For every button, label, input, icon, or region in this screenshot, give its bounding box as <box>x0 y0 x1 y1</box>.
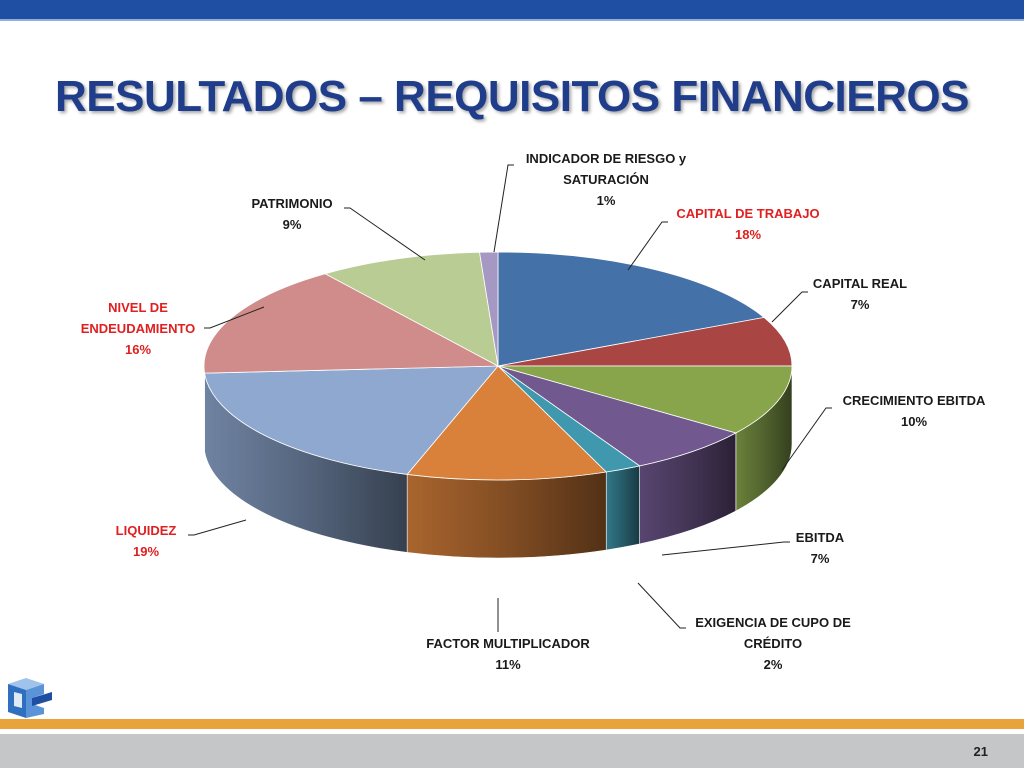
leader-line-crecimiento-ebitda <box>781 407 832 471</box>
pie-side-exigencia-de-cupo-de-credito <box>605 465 640 551</box>
pie-slice-nivel-de-endeudamiento <box>203 273 500 374</box>
pie-slice-ebitda <box>497 365 737 467</box>
pie-top <box>203 251 793 481</box>
page-number: 21 <box>973 744 988 759</box>
leader-line-nivel-de-endeudamiento <box>204 306 265 329</box>
pie-side-factor-multiplicador <box>406 471 607 559</box>
pie-labels: CAPITAL DE TRABAJO 18% CAPITAL REAL 7% CRECI… <box>81 151 986 672</box>
data-label-pct-nivel-de-endeudamiento: 16% <box>125 342 151 357</box>
leader-line-capital-real <box>771 291 808 323</box>
pie-side-walls <box>203 365 793 559</box>
data-label-pct-factor-multiplicador: 11% <box>495 657 521 672</box>
footer-gray-band <box>0 734 1024 768</box>
data-label-patrimonio: PATRIMONIO <box>251 196 332 211</box>
data-label-ebitda: EBITDA <box>796 530 845 545</box>
pie-slice-indicador-de-riesgo-y-saturacion <box>479 251 499 367</box>
pie-slice-capital-real <box>497 317 793 367</box>
data-label-factor-multiplicador: FACTOR MULTIPLICADOR <box>426 636 590 651</box>
leader-line-indicador-de-riesgo-y-saturacion <box>493 164 514 253</box>
data-label-pct-capital-real: 7% <box>851 297 870 312</box>
slide-title: RESULTADOS – REQUISITOS FINANCIEROS <box>55 72 969 121</box>
header-bar <box>0 0 1024 19</box>
data-label-indicador-de-riesgo-y-saturacion: SATURACIÓN <box>563 172 649 187</box>
pie-slice-patrimonio <box>324 251 499 367</box>
data-label-indicador-de-riesgo-y-saturacion: INDICADOR DE RIESGO y <box>526 151 687 166</box>
data-label-capital-real: CAPITAL REAL <box>813 276 907 291</box>
data-label-exigencia-de-cupo-de-credito: CRÉDITO <box>744 636 802 651</box>
pie-slice-crecimiento-ebitda <box>497 365 793 434</box>
pie-side-nivel-de-endeudamiento <box>203 365 205 452</box>
leader-line-patrimonio <box>344 207 426 261</box>
data-label-pct-exigencia-de-cupo-de-credito: 2% <box>764 657 783 672</box>
data-label-nivel-de-endeudamiento: NIVEL DE <box>108 300 168 315</box>
data-label-liquidez: LIQUIDEZ <box>116 523 177 538</box>
pie-slice-factor-multiplicador <box>406 365 608 481</box>
leader-line-exigencia-de-cupo-de-credito <box>637 582 686 629</box>
pie-slice-capital-de-trabajo <box>497 251 765 367</box>
header-bar-line <box>0 19 1024 21</box>
data-label-pct-crecimiento-ebitda: 10% <box>901 414 927 429</box>
data-label-pct-patrimonio: 9% <box>283 217 302 232</box>
pie-slice-liquidez <box>204 365 499 475</box>
data-label-crecimiento-ebitda: CRECIMIENTO EBITDA <box>843 393 986 408</box>
data-label-capital-de-trabajo: CAPITAL DE TRABAJO <box>676 206 819 221</box>
data-label-nivel-de-endeudamiento: ENDEUDAMIENTO <box>81 321 196 336</box>
leader-line-ebitda <box>661 541 790 556</box>
footer-separator <box>0 729 1024 734</box>
data-label-pct-capital-de-trabajo: 18% <box>735 227 761 242</box>
data-label-pct-ebitda: 7% <box>811 551 830 566</box>
company-logo <box>8 678 52 718</box>
footer-orange-band <box>0 719 1024 729</box>
leader-line-capital-de-trabajo <box>627 221 668 271</box>
leader-line-liquidez <box>188 519 247 536</box>
data-label-pct-liquidez: 19% <box>133 544 159 559</box>
data-label-pct-indicador-de-riesgo-y-saturacion: 1% <box>597 193 616 208</box>
data-label-exigencia-de-cupo-de-credito: EXIGENCIA DE CUPO DE <box>695 615 851 630</box>
